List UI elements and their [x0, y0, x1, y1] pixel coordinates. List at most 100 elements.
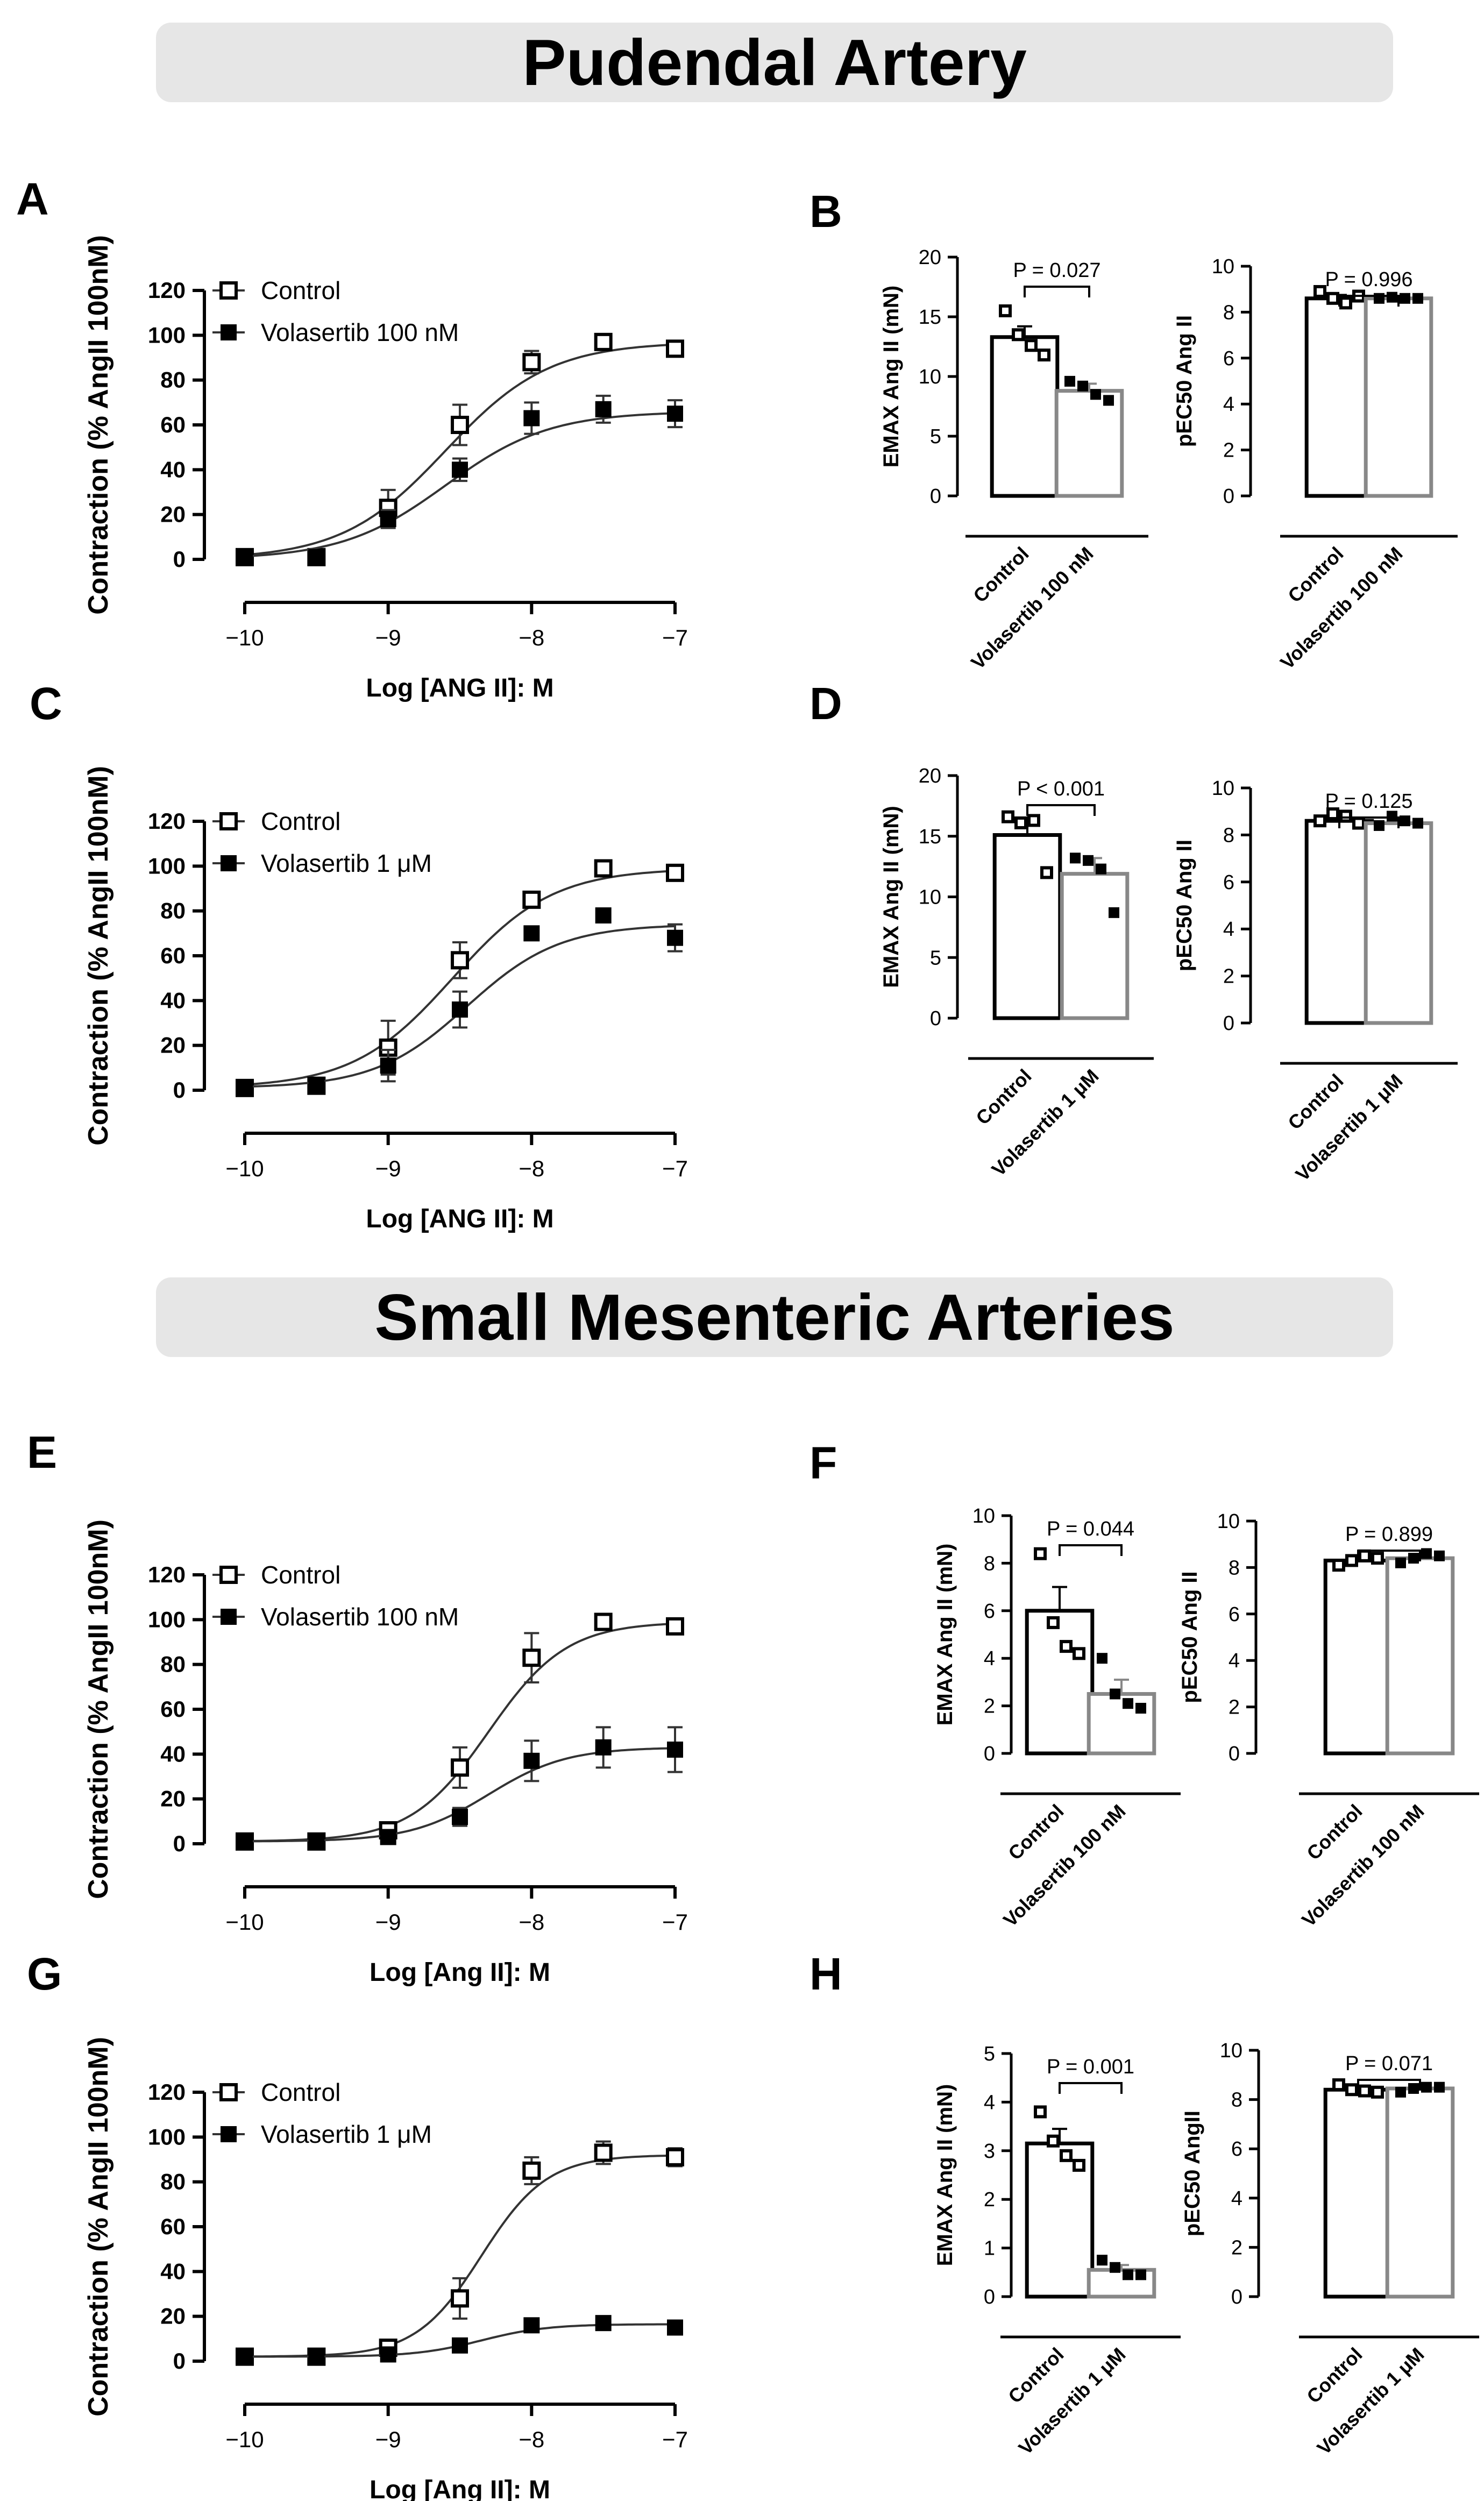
category-label: Volasertib 100 nM: [967, 543, 1098, 674]
panel-letter-d: D: [810, 678, 842, 729]
replicate-point: [999, 304, 1012, 317]
y-tick-label: 120: [148, 808, 186, 834]
y-tick-label: 8: [1223, 301, 1234, 324]
bar-volasertib: [1385, 2086, 1455, 2299]
p-value-label: P = 0.071: [1345, 2052, 1433, 2075]
p-value-label: P = 0.001: [1047, 2056, 1134, 2078]
y-tick-label: 100: [148, 853, 186, 878]
x-tick-label: −8: [519, 1909, 544, 1935]
y-tick-label: 8: [1231, 2089, 1242, 2112]
replicate-point: [1421, 2081, 1432, 2093]
x-tick-label: −9: [375, 2427, 401, 2452]
x-tick-label: −9: [375, 1156, 401, 1181]
y-tick-label: 20: [919, 765, 941, 787]
p-value-label: P = 0.125: [1325, 790, 1412, 813]
replicate-point: [1332, 2078, 1345, 2092]
data-point-volasertib: [523, 1752, 540, 1769]
data-point-control: [666, 339, 684, 358]
replicate-point: [1034, 1547, 1047, 1560]
y-tick-label: 10: [1220, 2040, 1242, 2062]
y-tick-label: 4: [1231, 2187, 1242, 2210]
y-tick-label: 4: [984, 1647, 995, 1670]
significance-bracket: [1059, 1544, 1123, 1556]
replicate-point: [1408, 1553, 1419, 1564]
replicate-point: [1434, 2081, 1445, 2093]
replicate-point: [1002, 810, 1014, 823]
y-tick-label: 5: [930, 947, 941, 969]
legend-marker: [221, 324, 237, 340]
data-point-volasertib: [237, 2348, 253, 2365]
y-tick-label: 4: [1223, 393, 1234, 416]
y-tick-label: 4: [984, 2091, 995, 2114]
y-tick-label: 0: [173, 1077, 186, 1103]
legend-label: Control: [261, 1561, 340, 1589]
bar-control: [1323, 1558, 1393, 1756]
data-point-volasertib: [595, 907, 612, 923]
legend-label: Control: [261, 276, 340, 304]
data-point-control: [666, 1617, 684, 1636]
y-axis-label: EMAX Ang II (mN): [933, 1544, 957, 1726]
replicate-point: [1395, 1557, 1406, 1568]
data-point-control: [522, 2161, 541, 2180]
replicate-point: [1073, 2158, 1085, 2172]
replicate-point: [1123, 1698, 1133, 1709]
summary-bar-chart-h-left: 0 1 2 3 4 5 EMAX Ang II (mN) ControlVolasertib …: [933, 2043, 1181, 2459]
y-tick-label: 0: [1231, 2286, 1242, 2308]
bar-volasertib: [1385, 1556, 1455, 1756]
concentration-response-chart-e: 0 20 40 60 80 100 120 −10 −9 −8 −7 Log [Ang II]: M C…: [83, 1519, 688, 1987]
y-tick-label: 80: [160, 898, 186, 923]
y-tick-label: 120: [148, 2079, 186, 2105]
replicate-point: [1395, 2086, 1406, 2098]
data-point-volasertib: [523, 410, 540, 427]
replicate-point: [1313, 285, 1326, 298]
data-point-volasertib: [667, 2319, 683, 2336]
category-label: Volasertib 1 μM: [1014, 2343, 1130, 2459]
replicate-point: [1332, 1559, 1345, 1572]
bar-volasertib: [1060, 872, 1130, 1020]
y-tick-label: 60: [160, 2214, 186, 2239]
category-label: Control: [1004, 1800, 1068, 1864]
replicate-point: [1103, 395, 1114, 406]
category-label: Volasertib 100 nM: [1297, 1800, 1429, 1931]
panel-letter-c: C: [30, 678, 62, 729]
data-point-control: [594, 2143, 613, 2162]
significance-bracket: [1024, 286, 1090, 297]
replicate-point: [1339, 809, 1352, 823]
x-tick-label: −8: [519, 625, 544, 650]
data-point-volasertib: [237, 549, 253, 565]
replicate-point: [1371, 1552, 1384, 1565]
replicate-point: [1358, 1549, 1371, 1562]
x-axis-label: Log [Ang II]: M: [370, 2476, 550, 2501]
section-banner-mesenteric: Small Mesenteric Arteries: [156, 1277, 1393, 1357]
x-tick-label: −9: [375, 1909, 401, 1935]
y-axis-label: Contraction (% AngII 100nM): [83, 1519, 114, 1899]
y-tick-label: 0: [984, 2286, 995, 2308]
panel-letter-g: G: [27, 1949, 62, 1999]
replicate-point: [1400, 293, 1410, 304]
section-title: Pudendal Artery: [522, 26, 1027, 99]
data-point-volasertib: [308, 1833, 325, 1850]
replicate-point: [1345, 2083, 1358, 2097]
y-tick-label: 40: [160, 1741, 186, 1766]
replicate-point: [1090, 389, 1101, 400]
bar-control: [1323, 2087, 1393, 2299]
y-tick-label: 6: [1229, 1603, 1240, 1626]
bar-control: [992, 833, 1062, 1020]
p-value-label: P = 0.027: [1013, 259, 1100, 282]
data-point-control: [666, 863, 684, 882]
x-tick-label: −7: [662, 625, 688, 650]
y-tick-label: 0: [1223, 1012, 1234, 1035]
y-tick-label: 20: [160, 2304, 186, 2329]
data-point-control: [522, 353, 541, 372]
y-axis-label: EMAX Ang II (mN): [879, 806, 903, 988]
data-point-volasertib: [595, 1739, 612, 1756]
x-axis-label: Log [Ang II]: M: [370, 1958, 550, 1987]
replicate-point: [1040, 866, 1053, 879]
y-tick-label: 6: [1223, 871, 1234, 894]
legend-marker: [219, 2083, 238, 2101]
significance-bracket: [1059, 2082, 1123, 2094]
y-tick-label: 2: [1223, 965, 1234, 988]
y-tick-label: 3: [984, 2140, 995, 2163]
